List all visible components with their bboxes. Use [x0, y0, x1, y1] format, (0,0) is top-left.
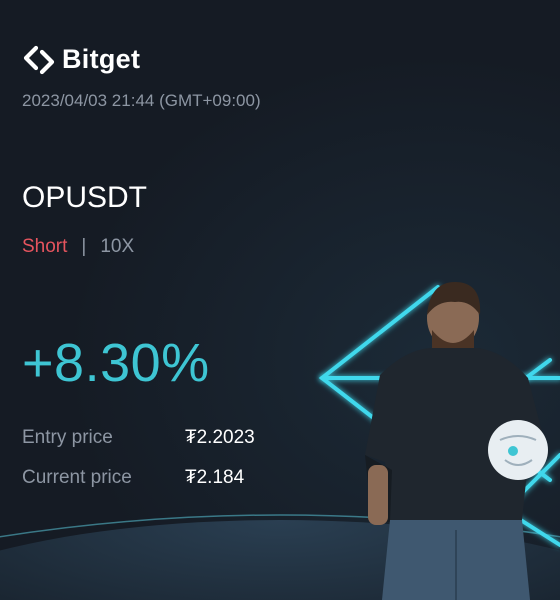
trade-timestamp: 2023/04/03 21:44 (GMT+09:00) [22, 91, 261, 110]
brand-name: Bitget [62, 44, 141, 74]
leverage-label: 10X [100, 236, 135, 257]
trading-pair: OPUSDT [22, 181, 148, 214]
current-price-value: ₮2.184 [185, 467, 245, 488]
ball-logo [508, 446, 518, 456]
position-side: Short [22, 236, 68, 257]
current-price-row: Current price ₮2.184 [22, 467, 244, 489]
current-price-label: Current price [22, 467, 132, 488]
ambassador-figure [365, 282, 548, 600]
bitget-logo-icon [23, 45, 55, 74]
position-meta: Short | 10X [22, 236, 134, 258]
entry-price-value: ₮2.2023 [185, 427, 255, 448]
brand-header: Bitget [22, 44, 140, 75]
pnl-percent: +8.30% [22, 333, 210, 393]
entry-price-label: Entry price [22, 427, 113, 448]
meta-separator: | [81, 236, 87, 257]
entry-price-row: Entry price ₮2.2023 [22, 427, 255, 449]
